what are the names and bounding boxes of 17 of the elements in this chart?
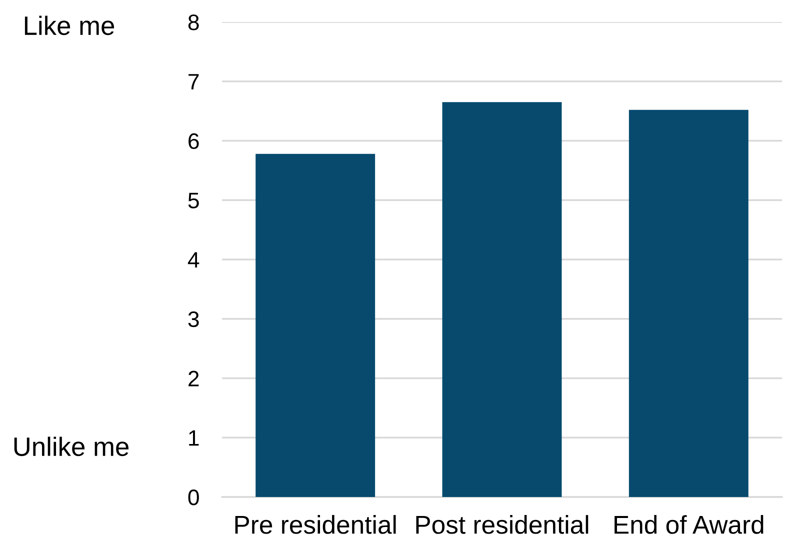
x-tick-label: Pre residential	[235, 515, 396, 534]
y-tick-label: 7	[188, 74, 199, 90]
y-tick-label: 5	[188, 192, 199, 208]
x-tick-label: End of Award	[614, 515, 764, 534]
y-tick-label: 6	[188, 133, 199, 150]
y-tick-label: 4	[188, 252, 200, 268]
bar	[256, 154, 376, 497]
x-tick-label: Post residential	[416, 515, 588, 534]
bar	[628, 110, 748, 497]
y-tick-label: 3	[188, 311, 199, 328]
text: Unlike me	[14, 436, 128, 456]
text: Like me	[24, 16, 114, 36]
y-tick-label: 8	[188, 14, 199, 30]
y-tick-label: 1	[189, 430, 199, 446]
bar	[442, 102, 562, 497]
y-tick-label: 2	[188, 370, 199, 386]
y-tick-label: 0	[188, 490, 199, 506]
